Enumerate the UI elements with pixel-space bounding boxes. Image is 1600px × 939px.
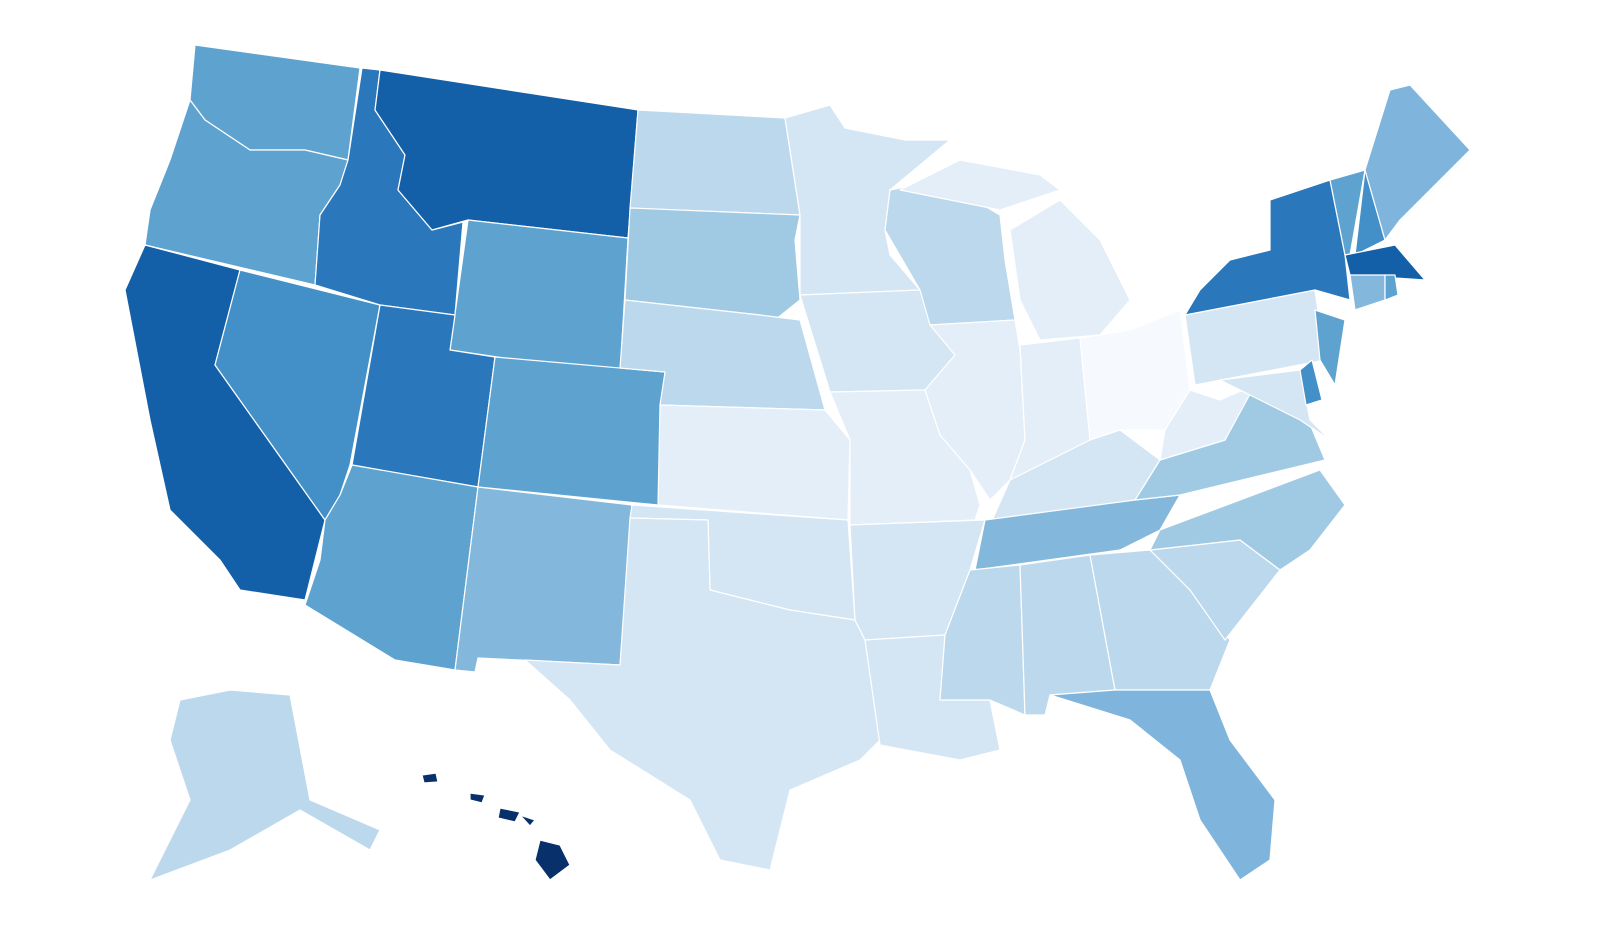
state [454,486,633,673]
state [1384,274,1399,301]
state [629,109,801,216]
state [924,319,1026,501]
state [1049,689,1276,881]
state [899,159,1131,341]
state [421,772,571,881]
state [149,689,381,881]
state [1349,274,1386,311]
state [449,219,629,376]
state [1314,309,1346,386]
state [1364,84,1471,241]
state [1184,179,1351,316]
state [524,517,881,871]
state [1299,359,1323,406]
state [1344,244,1426,281]
states [124,44,1471,881]
state [657,404,851,521]
state [1149,469,1346,571]
state [477,356,666,506]
